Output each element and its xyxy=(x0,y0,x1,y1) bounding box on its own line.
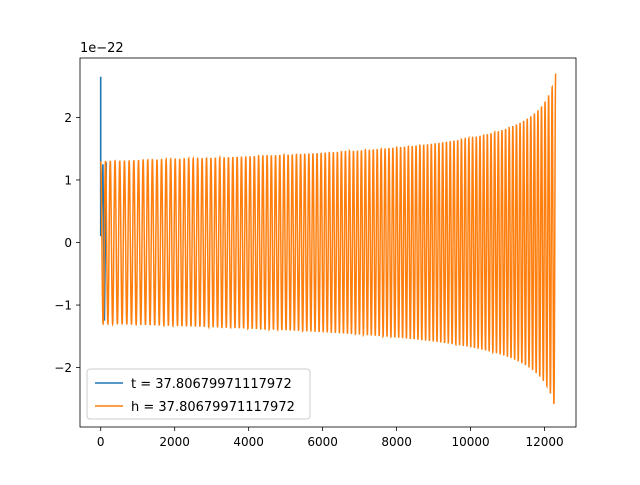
y-tick-label: −1 xyxy=(54,299,72,313)
y-tick-label: −2 xyxy=(54,361,72,375)
x-tick-label: 6000 xyxy=(307,435,338,449)
series-layer xyxy=(99,73,557,404)
y-tick-label: 1 xyxy=(64,173,72,187)
x-tick-label: 8000 xyxy=(381,435,412,449)
x-tick-label: 10000 xyxy=(451,435,489,449)
y-axis-ticks: −2 −1 0 1 2 xyxy=(54,111,80,375)
y-tick-label: 2 xyxy=(64,111,72,125)
x-tick-label: 4000 xyxy=(233,435,264,449)
legend: t = 37.80679971117972 h = 37.80679971117… xyxy=(86,368,311,420)
y-tick-label: 0 xyxy=(64,236,72,250)
y-offset-label: 1e−22 xyxy=(80,41,124,56)
legend-label-t: t = 37.80679971117972 xyxy=(131,377,292,392)
series-line-h xyxy=(99,73,557,404)
x-tick-label: 0 xyxy=(97,435,105,449)
x-tick-label: 2000 xyxy=(159,435,190,449)
x-axis-ticks: 0 2000 4000 6000 8000 10000 12000 xyxy=(97,427,564,449)
legend-box xyxy=(86,368,311,420)
x-tick-label: 12000 xyxy=(525,435,563,449)
legend-label-h: h = 37.80679971117972 xyxy=(131,400,295,415)
